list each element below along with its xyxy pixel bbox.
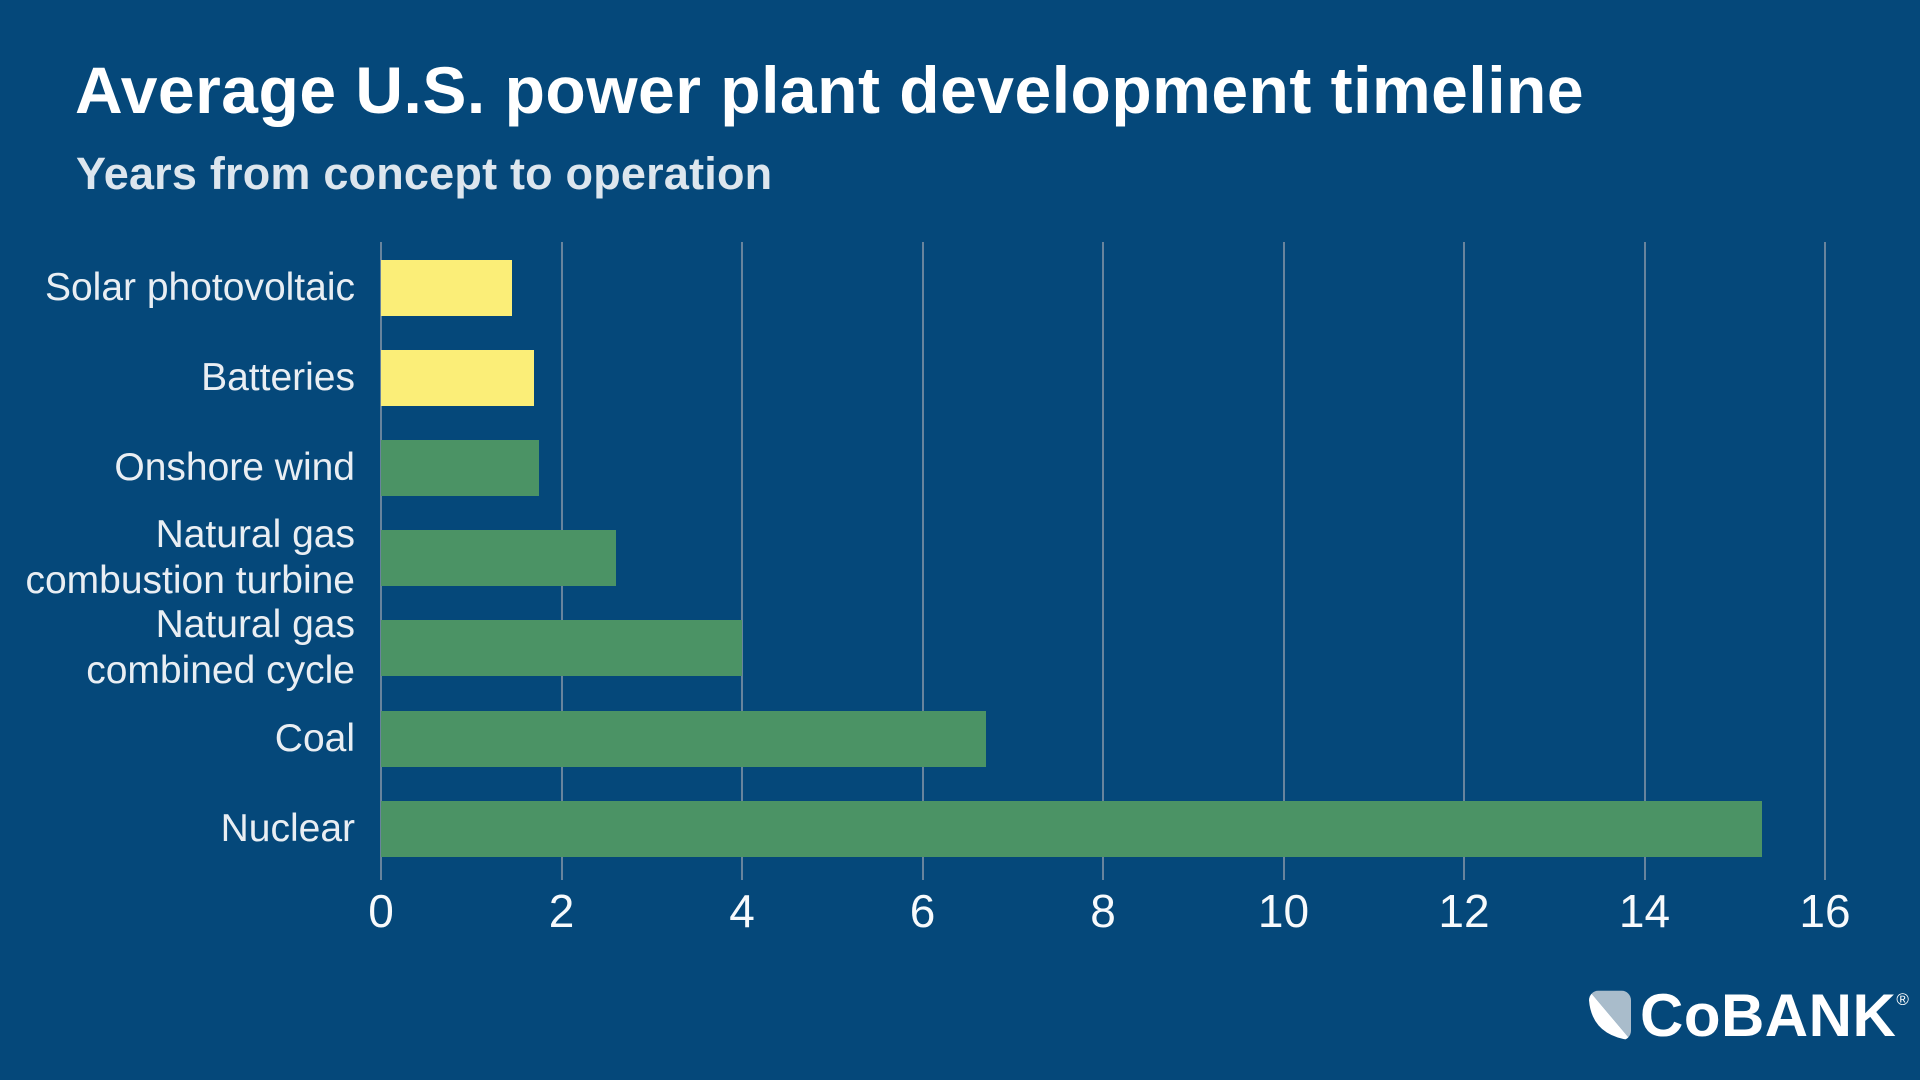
- bar-nuclear: [381, 800, 1762, 857]
- x-tick-label-6: 6: [909, 885, 936, 937]
- category-label-nuclear: Nuclear: [220, 806, 355, 850]
- category-label-batteries: Batteries: [201, 355, 355, 399]
- x-tick-label-4: 4: [729, 885, 755, 937]
- bar-batteries: [381, 349, 535, 406]
- x-tick-label-10: 10: [1257, 885, 1310, 937]
- cobank-logo-icon: [1589, 990, 1631, 1041]
- gridline-x-8: [1102, 242, 1104, 880]
- gridline-x-14: [1643, 242, 1646, 880]
- category-label-natural-gas-combustion-turbine: Natural gas combustion turbine: [25, 513, 355, 603]
- gridline-x-4: [741, 242, 743, 880]
- bar-solar-photovoltaic: [381, 259, 512, 316]
- x-tick-label-8: 8: [1090, 885, 1116, 937]
- category-label-coal: Coal: [274, 716, 355, 760]
- category-label-solar-photovoltaic: Solar photovoltaic: [44, 265, 355, 309]
- x-tick-label-14: 14: [1618, 885, 1671, 937]
- x-tick-label-0: 0: [368, 885, 394, 937]
- plot-area: [380, 242, 1826, 880]
- gridline-x-12: [1463, 242, 1465, 880]
- category-label-natural-gas-combined-cycle: Natural gas combined cycle: [86, 603, 355, 693]
- category-label-onshore-wind: Onshore wind: [114, 445, 355, 489]
- x-tick-label-12: 12: [1438, 885, 1490, 937]
- chart-title: Average U.S. power plant development tim…: [75, 53, 1585, 127]
- bar-onshore-wind: [381, 439, 539, 496]
- cobank-logo-text: CoBANK®: [1640, 982, 1910, 1049]
- bar-natural-gas-combustion-turbine: [381, 530, 616, 587]
- x-tick-label-2: 2: [548, 885, 575, 937]
- x-tick-label-16: 16: [1799, 885, 1851, 937]
- chart-subtitle: Years from concept to operation: [76, 148, 773, 199]
- cobank-logo: CoBANK®: [1589, 982, 1910, 1049]
- gridline-x-10: [1282, 242, 1285, 880]
- registered-mark: ®: [1896, 990, 1910, 1009]
- gridline-x-6: [921, 242, 924, 880]
- gridline-x-16: [1824, 242, 1826, 880]
- bar-coal: [381, 710, 986, 767]
- bar-natural-gas-combined-cycle: [381, 620, 742, 677]
